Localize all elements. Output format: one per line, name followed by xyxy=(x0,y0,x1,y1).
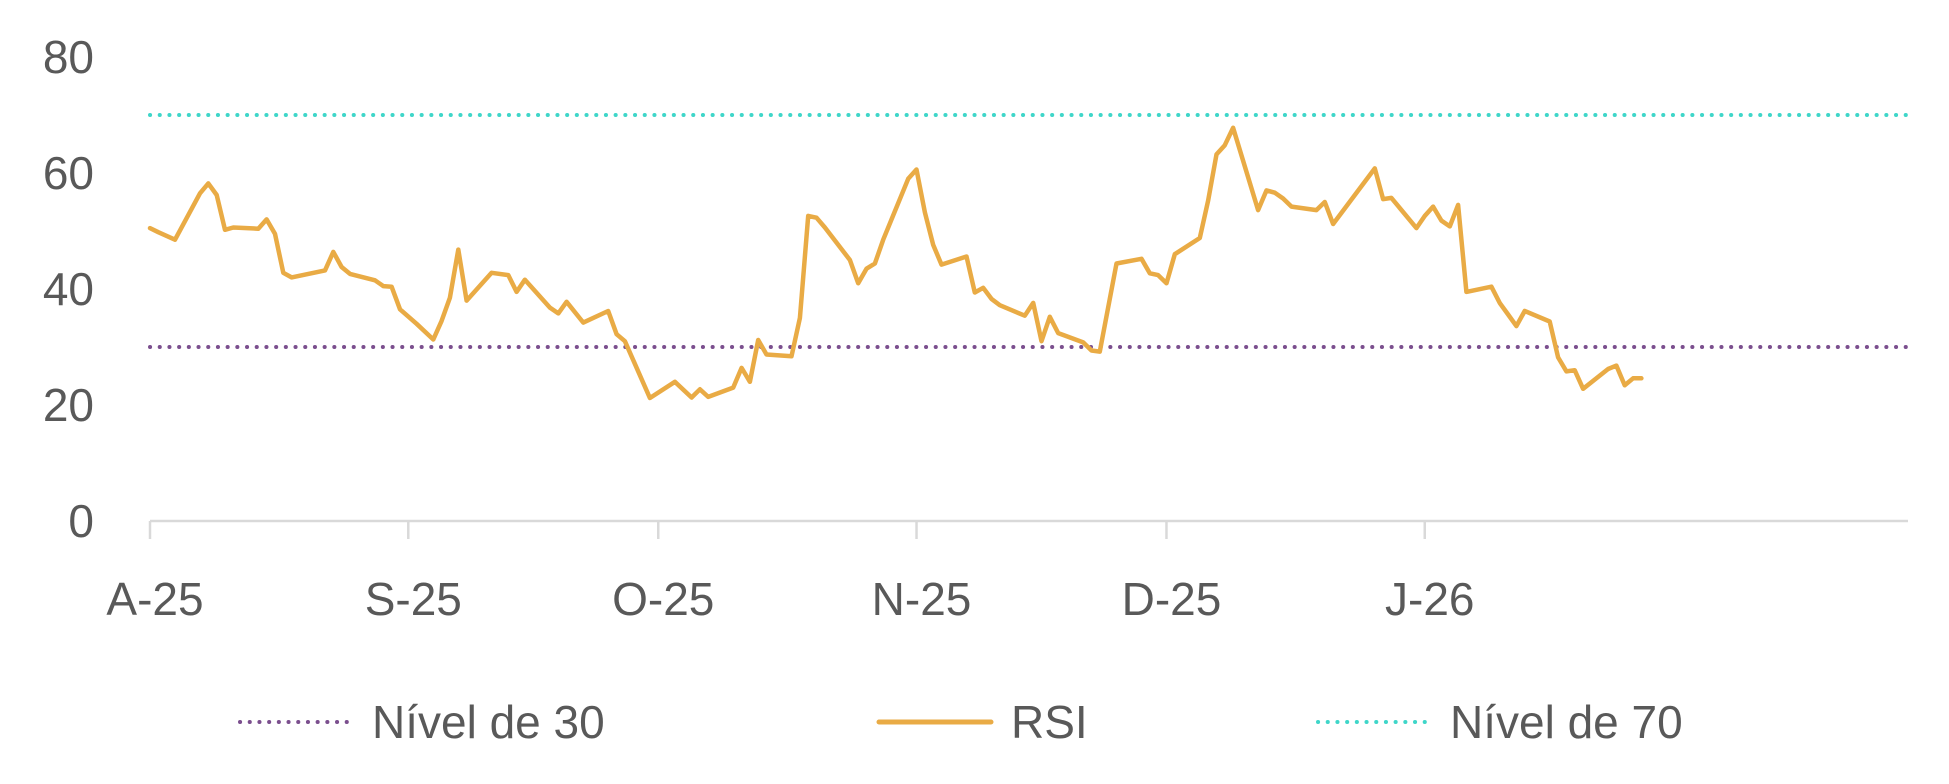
y-tick-label: 60 xyxy=(43,147,94,199)
x-tick-label: S-25 xyxy=(365,573,462,625)
y-tick-label: 20 xyxy=(43,379,94,431)
legend-label: RSI xyxy=(1011,696,1088,748)
x-tick-label: O-25 xyxy=(612,573,714,625)
y-axis: 0 20 40 60 80 xyxy=(43,31,94,547)
x-axis: A-25 S-25 O-25 N-25 D-25 J-26 xyxy=(106,519,1908,625)
legend-label: Nível de 30 xyxy=(372,696,605,748)
x-tick-label: A-25 xyxy=(106,573,203,625)
x-tick-label: D-25 xyxy=(1122,573,1222,625)
legend-label: Nível de 70 xyxy=(1450,696,1683,748)
y-tick-label: 80 xyxy=(43,31,94,83)
series-line-rsi xyxy=(147,125,1644,401)
reference-lines xyxy=(148,113,1910,349)
x-tick-label: N-25 xyxy=(872,573,972,625)
y-tick-label: 0 xyxy=(68,495,94,547)
legend: Nível de 30 RSI Nível de 70 xyxy=(238,696,1683,748)
y-tick-label: 40 xyxy=(43,263,94,315)
x-tick-label: J-26 xyxy=(1385,573,1474,625)
series-layer xyxy=(147,125,1644,401)
